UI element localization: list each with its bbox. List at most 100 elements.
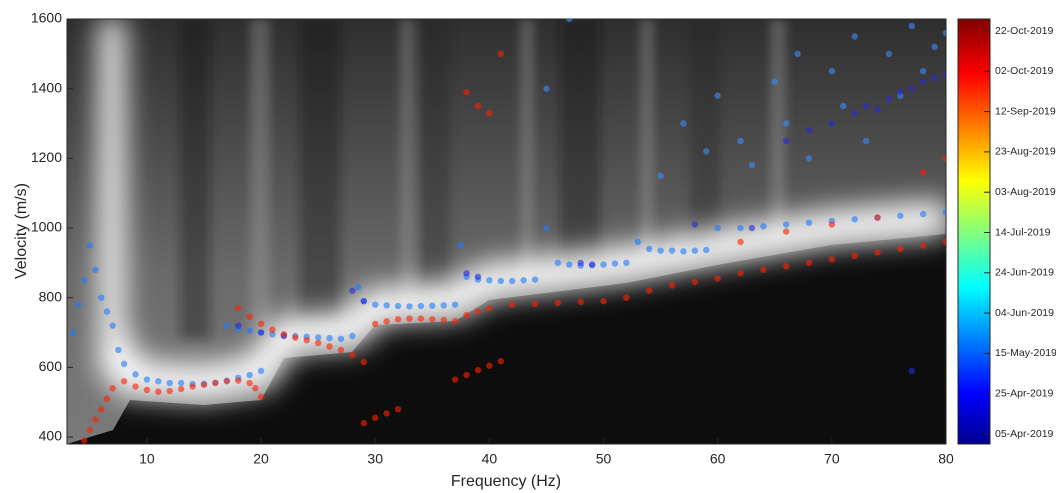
scatter-point xyxy=(634,238,641,246)
scatter-point xyxy=(919,78,927,85)
dispersion-image xyxy=(67,19,946,444)
scatter-point xyxy=(326,334,333,342)
scatter-point xyxy=(782,221,790,228)
scatter-point xyxy=(828,256,836,263)
scatter-point xyxy=(554,299,562,307)
x-tick-label: 10 xyxy=(139,451,155,467)
scatter-point xyxy=(509,277,516,285)
scatter-point xyxy=(566,261,573,268)
scatter-point xyxy=(132,371,139,378)
scatter-point xyxy=(429,302,436,309)
scatter-point xyxy=(623,294,630,301)
scatter-point xyxy=(805,155,813,162)
scatter-point xyxy=(862,137,870,145)
scatter-point xyxy=(337,346,345,354)
scatter-point xyxy=(771,78,778,85)
scatter-point xyxy=(942,71,946,78)
scatter-point xyxy=(486,277,493,284)
scatter-point xyxy=(246,327,253,334)
scatter-point xyxy=(200,381,208,388)
scatter-point xyxy=(463,270,470,277)
scatter-point xyxy=(942,155,946,162)
scatter-point xyxy=(86,426,94,434)
scatter-point xyxy=(657,247,664,254)
scatter-point xyxy=(120,378,128,385)
scatter-point xyxy=(531,300,539,308)
scatter-point xyxy=(497,357,504,365)
scatter-point xyxy=(440,316,447,324)
scatter-point xyxy=(451,376,459,383)
scatter-point xyxy=(805,259,813,267)
scatter-point xyxy=(103,395,111,402)
plot-frame xyxy=(66,18,947,445)
scatter-point xyxy=(748,162,756,169)
y-tick-label: 1200 xyxy=(31,149,62,165)
scatter-point xyxy=(463,311,470,319)
scatter-point xyxy=(554,259,562,267)
scatter-point xyxy=(919,169,927,176)
scatter-point xyxy=(280,331,288,338)
colorbar-label: 25-Apr-2019 xyxy=(995,387,1054,399)
scatter-point xyxy=(303,336,310,344)
colorbar-label: 05-Apr-2019 xyxy=(995,428,1054,440)
scatter-point xyxy=(314,339,322,347)
scatter-point xyxy=(69,329,76,336)
scatter-point xyxy=(942,209,946,216)
x-tick-label: 60 xyxy=(710,451,726,467)
scatter-point xyxy=(109,322,116,329)
scatter-point xyxy=(451,317,459,325)
scatter-point xyxy=(80,437,88,444)
scatter-point xyxy=(98,405,105,413)
scatter-point xyxy=(109,385,116,392)
y-tick-label: 400 xyxy=(39,428,63,444)
scatter-point xyxy=(897,245,904,253)
scatter-point xyxy=(120,360,128,368)
scatter-point xyxy=(166,387,173,395)
scatter-point xyxy=(143,386,151,394)
scatter-point xyxy=(474,273,482,280)
scatter-point xyxy=(703,148,710,155)
scatter-point xyxy=(463,371,470,379)
scatter-point xyxy=(246,379,253,387)
scatter-point xyxy=(714,92,721,99)
scatter-point xyxy=(252,385,259,392)
scatter-point xyxy=(668,282,676,289)
scatter-point xyxy=(680,248,687,255)
scatter-point xyxy=(383,410,390,417)
scatter-point xyxy=(115,346,122,354)
colorbar-label: 14-Jul-2019 xyxy=(995,226,1051,238)
colorbar-label: 03-Aug-2019 xyxy=(995,186,1056,198)
scatter-point xyxy=(691,247,699,254)
scatter-point xyxy=(486,362,493,369)
scatter-point xyxy=(714,224,721,232)
scatter-point xyxy=(668,247,676,254)
scatter-point xyxy=(394,316,402,323)
scatter-point xyxy=(919,242,927,249)
scatter-point xyxy=(143,376,151,383)
scatter-point xyxy=(588,261,596,268)
scatter-point xyxy=(782,228,790,235)
scatter-point xyxy=(714,275,721,282)
x-axis-label: Frequency (Hz) xyxy=(451,473,561,490)
scatter-point xyxy=(98,294,105,301)
scatter-point xyxy=(474,366,482,374)
scatter-point xyxy=(406,315,413,322)
scatter-point xyxy=(212,379,219,387)
scatter-point xyxy=(417,315,425,322)
scatter-point xyxy=(805,127,813,134)
y-axis-label: Velocity (m/s) xyxy=(13,183,30,279)
scatter-point xyxy=(851,252,858,260)
scatter-point xyxy=(931,75,938,82)
scatter-point xyxy=(486,109,493,117)
scatter-point xyxy=(851,216,858,223)
scatter-point xyxy=(509,301,516,308)
scatter-point xyxy=(520,277,527,284)
scatter-point xyxy=(429,316,436,323)
scatter-point xyxy=(177,385,185,393)
scatter-point xyxy=(360,297,368,305)
scatter-point xyxy=(292,334,299,341)
scatter-point xyxy=(257,367,265,375)
scatter-point xyxy=(760,266,767,274)
scatter-point xyxy=(223,378,231,385)
